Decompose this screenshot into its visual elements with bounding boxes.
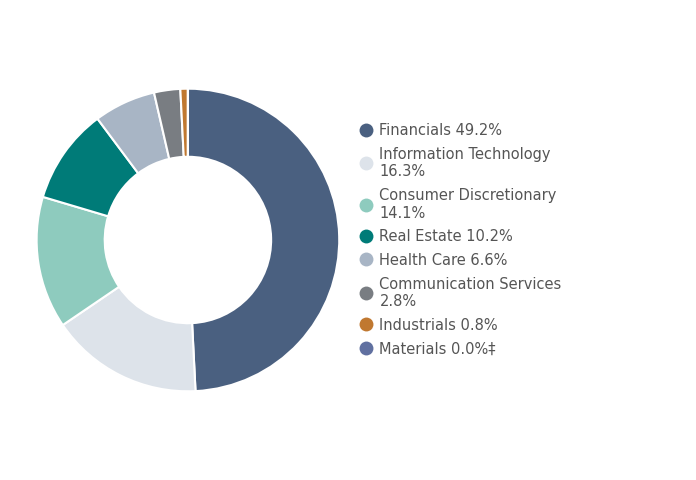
- Wedge shape: [37, 197, 119, 325]
- Wedge shape: [63, 287, 196, 391]
- Wedge shape: [154, 89, 184, 159]
- Wedge shape: [188, 89, 339, 391]
- Wedge shape: [43, 119, 139, 216]
- Legend: Financials 49.2%, Information Technology
16.3%, Consumer Discretionary
14.1%, Re: Financials 49.2%, Information Technology…: [362, 123, 562, 357]
- Wedge shape: [97, 93, 169, 173]
- Wedge shape: [180, 89, 188, 157]
